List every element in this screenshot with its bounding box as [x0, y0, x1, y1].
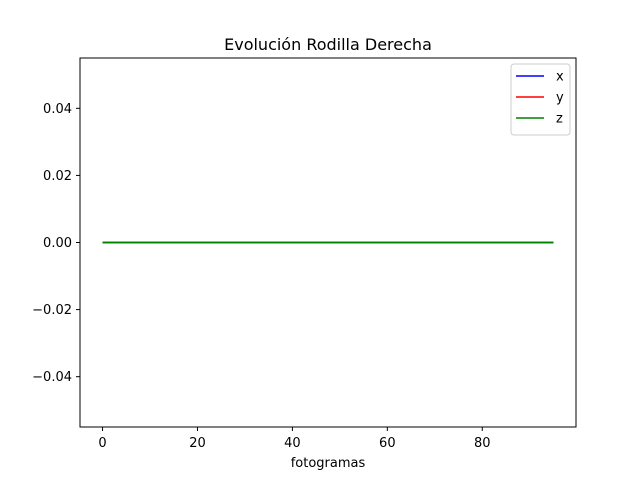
legend-label-z: z	[556, 112, 563, 127]
x-tick-label: 60	[379, 436, 396, 451]
x-axis-label: fotogramas	[291, 456, 366, 471]
y-tick-label: 0.04	[43, 102, 72, 117]
plot-frame	[79, 57, 577, 428]
legend-label-x: x	[556, 70, 564, 85]
x-tick-label: 0	[98, 436, 106, 451]
y-tick-label: 0.00	[43, 236, 72, 251]
y-tick-label: −0.02	[32, 303, 72, 318]
x-tick-label: 80	[474, 436, 491, 451]
legend: xyz	[510, 63, 571, 136]
y-tick-label: 0.02	[43, 169, 72, 184]
chart-title: Evolución Rodilla Derecha	[224, 35, 432, 54]
x-axis-ticks: 0 20 40 60 80	[98, 427, 491, 451]
y-tick-label: −0.04	[32, 370, 72, 385]
legend-label-y: y	[556, 91, 564, 106]
x-tick-label: 20	[189, 436, 206, 451]
y-axis-ticks: −0.04 −0.02 0.00 0.02 0.04	[32, 102, 80, 385]
x-tick-label: 40	[284, 436, 301, 451]
